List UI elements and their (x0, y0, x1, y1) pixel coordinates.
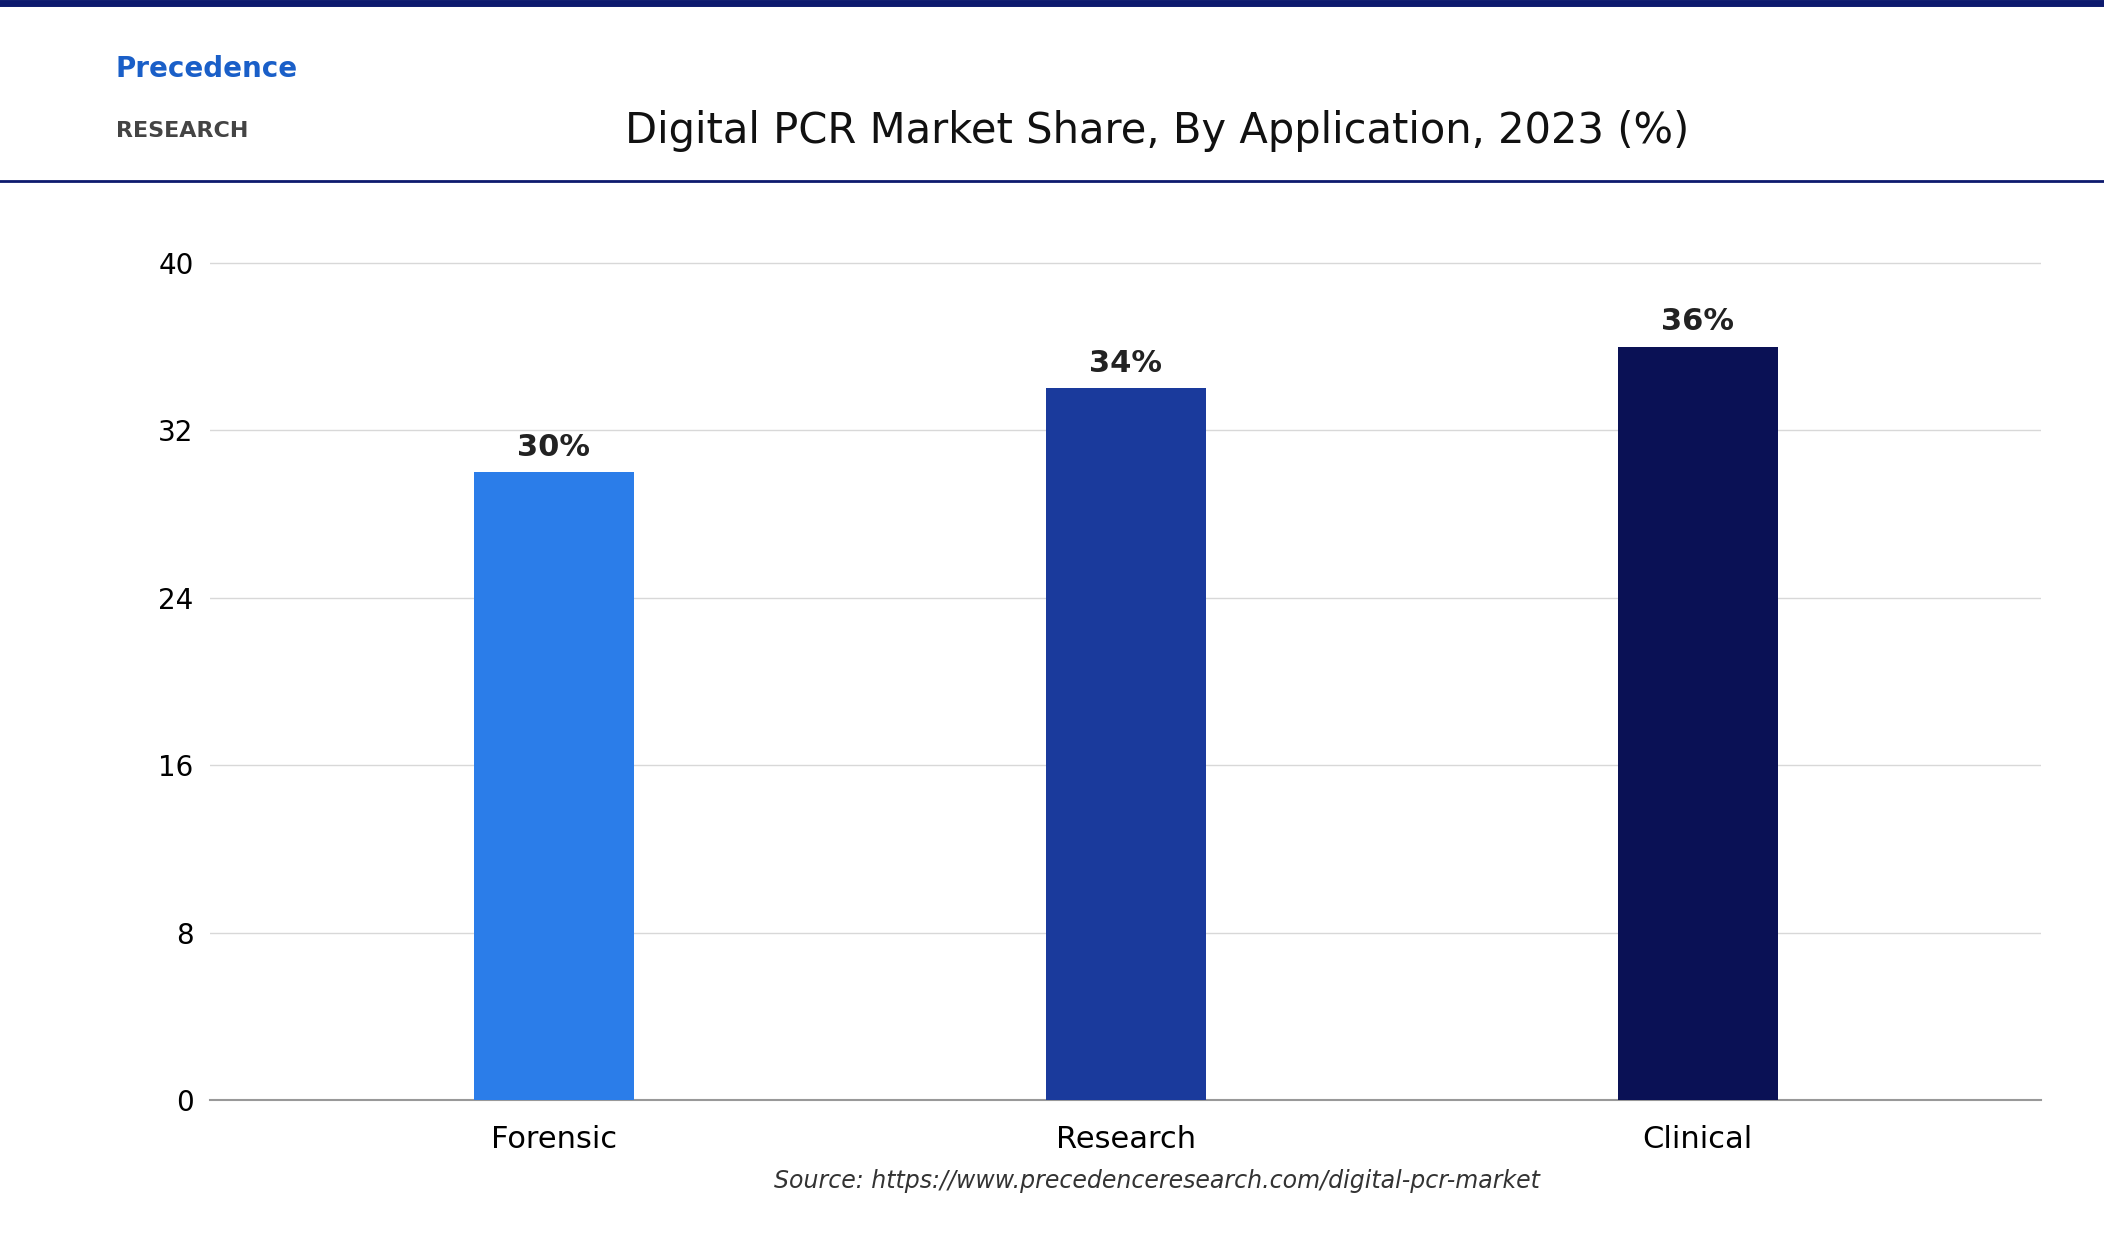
Bar (1046, 389, 1206, 1100)
Text: RESEARCH: RESEARCH (116, 121, 248, 141)
Text: 34%: 34% (1090, 349, 1161, 378)
Text: Digital PCR Market Share, By Application, 2023 (%): Digital PCR Market Share, By Application… (625, 110, 1690, 152)
Text: Source: https://www.precedenceresearch.com/digital-pcr-market: Source: https://www.precedenceresearch.c… (774, 1169, 1540, 1194)
Text: 36%: 36% (1662, 308, 1734, 336)
Text: Precedence: Precedence (116, 55, 299, 82)
Bar (473, 472, 633, 1100)
Text: 30%: 30% (518, 432, 589, 461)
Bar (1618, 346, 1778, 1100)
